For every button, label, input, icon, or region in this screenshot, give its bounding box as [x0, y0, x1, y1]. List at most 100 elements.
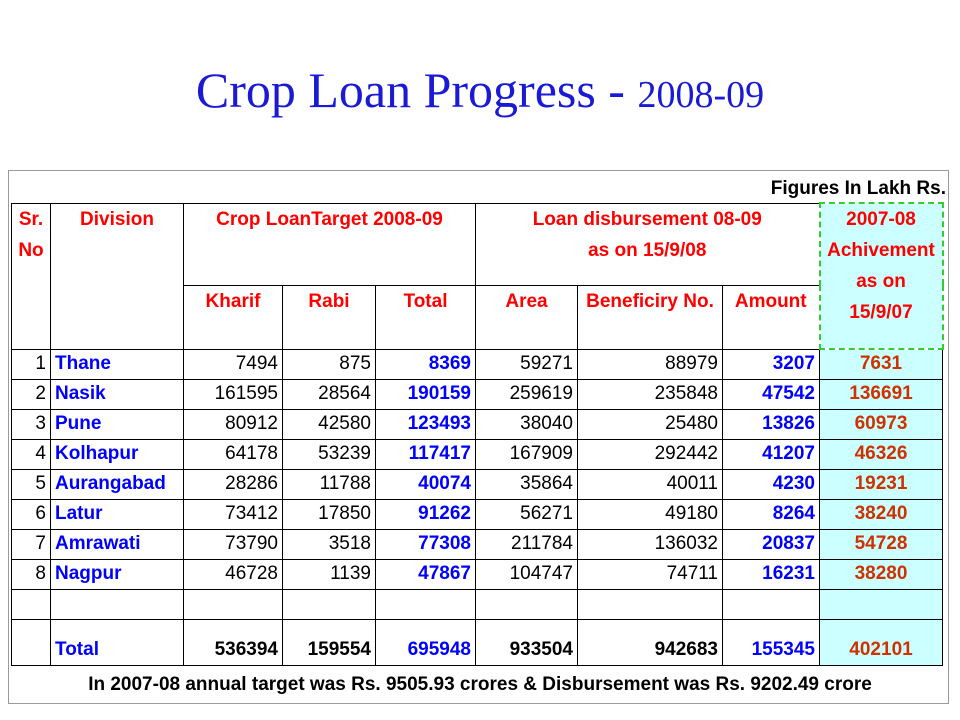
cell-achievement: 136691 [819, 378, 943, 410]
cell-beneficiary: 292442 [577, 438, 723, 470]
header-sr: Sr. No [11, 202, 51, 350]
cell-sr: 4 [11, 438, 51, 470]
total-beneficiary: 942683 [577, 618, 723, 666]
header-sr-line1: Sr. [18, 208, 44, 230]
cell-kharif: 73412 [183, 498, 283, 530]
spacer-cell [50, 588, 184, 620]
table-row: 8 Nagpur 46728 1139 47867 104747 74711 16231 382… [11, 558, 943, 590]
spacer-cell [475, 588, 578, 620]
page-title: Crop Loan Progress - 2008-09 [0, 60, 960, 125]
cell-total: 47867 [375, 558, 476, 590]
cell-division: Amrawati [50, 528, 184, 560]
table-row: 6 Latur 73412 17850 91262 56271 49180 8264 38240 [11, 498, 943, 530]
cell-area: 38040 [475, 408, 578, 440]
cell-sr: 6 [11, 498, 51, 530]
title-year: 2008-09 [637, 74, 765, 116]
table-frame [8, 170, 949, 704]
cell-kharif: 46728 [183, 558, 283, 590]
cell-division: Nasik [50, 378, 184, 410]
cell-amount: 4230 [722, 468, 820, 500]
cell-kharif: 7494 [183, 348, 283, 380]
header-achievement-line3: as on [856, 271, 906, 292]
cell-area: 56271 [475, 498, 578, 530]
header-total: Total [375, 284, 476, 350]
cell-division: Pune [50, 408, 184, 440]
units-note: Figures In Lakh Rs. [770, 178, 946, 199]
header-target-group: Crop LoanTarget 2008-09 [183, 202, 476, 286]
spacer-row [11, 588, 943, 620]
table-row: 1 Thane 7494 875 8369 59271 88979 3207 7631 [11, 348, 943, 380]
table-row: 4 Kolhapur 64178 53239 117417 167909 292442 412… [11, 438, 943, 470]
total-area: 933504 [475, 618, 578, 666]
header-disbursement-group: Loan disbursement 08-09 as on 15/9/08 [475, 202, 820, 286]
cell-rabi: 3518 [282, 528, 376, 560]
total-amount: 155345 [722, 618, 820, 666]
cell-area: 259619 [475, 378, 578, 410]
header-beneficiary: Beneficiry No. [577, 284, 723, 350]
cell-area: 59271 [475, 348, 578, 380]
cell-division: Aurangabad [50, 468, 184, 500]
title-main: Crop Loan Progress - [195, 62, 638, 118]
spacer-cell [375, 588, 476, 620]
cell-rabi: 53239 [282, 438, 376, 470]
spacer-cell [183, 588, 283, 620]
cell-total: 190159 [375, 378, 476, 410]
cell-beneficiary: 136032 [577, 528, 723, 560]
cell-sr: 8 [11, 558, 51, 590]
cell-sr: 1 [11, 348, 51, 380]
cell-total: 91262 [375, 498, 476, 530]
header-disbursement-line1: Loan disbursement 08-09 [532, 208, 762, 230]
cell-amount: 47542 [722, 378, 820, 410]
total-kharif: 536394 [183, 618, 283, 666]
header-rabi: Rabi [282, 284, 376, 350]
total-total: 695948 [375, 618, 476, 666]
cell-sr: 2 [11, 378, 51, 410]
header-achievement-line2: Achivement [827, 240, 935, 261]
cell-rabi: 11788 [282, 468, 376, 500]
total-rabi: 159554 [282, 618, 376, 666]
cell-kharif: 73790 [183, 528, 283, 560]
cell-sr: 3 [11, 408, 51, 440]
cell-sr: 7 [11, 528, 51, 560]
spacer-cell [282, 588, 376, 620]
table-row: 5 Aurangabad 28286 11788 40074 35864 40011 4230… [11, 468, 943, 500]
cell-beneficiary: 88979 [577, 348, 723, 380]
header-kharif: Kharif [183, 284, 283, 350]
footer-note: In 2007-08 annual target was Rs. 9505.93… [88, 674, 872, 695]
cell-division: Nagpur [50, 558, 184, 590]
header-achievement-line4: 15/9/07 [849, 302, 913, 323]
header-achievement-line1: 2007-08 [846, 209, 916, 230]
table-row: 7 Amrawati 73790 3518 77308 211784 136032 20837… [11, 528, 943, 560]
cell-division: Kolhapur [50, 438, 184, 470]
header-amount: Amount [722, 284, 820, 350]
cell-achievement: 38240 [819, 498, 943, 530]
header-achievement: 2007-08 Achivement as on 15/9/07 [818, 202, 944, 350]
header-division: Division [50, 202, 184, 350]
cell-area: 211784 [475, 528, 578, 560]
cell-kharif: 161595 [183, 378, 283, 410]
cell-amount: 20837 [722, 528, 820, 560]
cell-achievement: 19231 [819, 468, 943, 500]
cell-kharif: 80912 [183, 408, 283, 440]
cell-total: 117417 [375, 438, 476, 470]
cell-total: 40074 [375, 468, 476, 500]
cell-achievement: 46326 [819, 438, 943, 470]
cell-achievement: 54728 [819, 528, 943, 560]
cell-beneficiary: 40011 [577, 468, 723, 500]
total-label: Total [50, 618, 184, 666]
cell-amount: 3207 [722, 348, 820, 380]
cell-division: Latur [50, 498, 184, 530]
cell-achievement: 7631 [819, 348, 943, 380]
cell-beneficiary: 49180 [577, 498, 723, 530]
cell-total: 77308 [375, 528, 476, 560]
cell-achievement: 60973 [819, 408, 943, 440]
header-area: Area [475, 284, 578, 350]
header-disbursement-line2: as on 15/9/08 [588, 239, 707, 261]
cell-rabi: 875 [282, 348, 376, 380]
cell-amount: 41207 [722, 438, 820, 470]
total-achievement: 402101 [819, 618, 943, 666]
total-row: Total 536394 159554 695948 933504 942683… [11, 618, 943, 666]
cell-rabi: 42580 [282, 408, 376, 440]
cell-achievement: 38280 [819, 558, 943, 590]
total-sr-cell [11, 618, 51, 666]
